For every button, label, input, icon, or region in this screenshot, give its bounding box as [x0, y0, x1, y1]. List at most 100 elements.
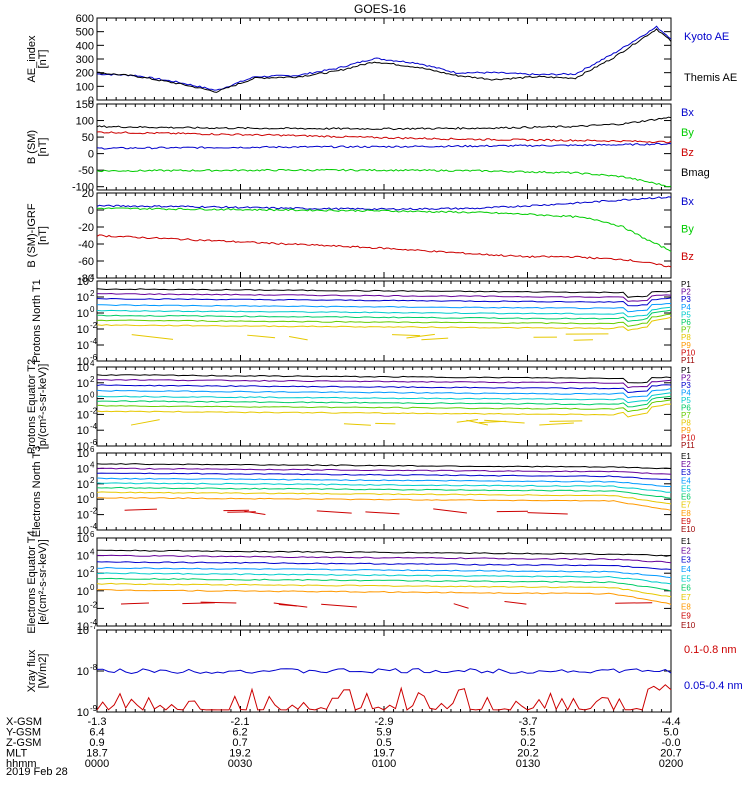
y-tick-exponent: 2 — [90, 565, 95, 574]
legend-entry: E4 — [681, 565, 691, 574]
chart-panel: B (SM)-IGRF [nT] -80 -60 -40 -20 0 20 Bx By Bz — [26, 188, 694, 285]
y-tick-exponent: -6 — [90, 438, 98, 447]
ephemeris-label: MLT — [6, 748, 27, 760]
sparse-segment — [539, 422, 574, 426]
y-tick-label: 10 — [77, 292, 89, 304]
ephemeris-value: 0030 — [228, 758, 252, 770]
ephemeris-label: Y-GSM — [6, 727, 41, 739]
legend-entry: P7 — [681, 411, 691, 420]
y-tick-exponent: 0 — [90, 305, 95, 314]
series-line — [96, 549, 672, 557]
legend-entry: E7 — [681, 593, 691, 602]
ephemeris-value: 6.2 — [232, 727, 247, 739]
sparse-segment — [131, 334, 174, 340]
sparse-segment — [478, 420, 507, 424]
legend-entry: P6 — [681, 318, 691, 327]
series-line — [96, 288, 672, 298]
y-tick-label: 100 — [76, 81, 94, 93]
y-tick-label: -60 — [78, 256, 94, 268]
legend-entry: E9 — [681, 612, 691, 621]
series-line — [96, 463, 672, 470]
sparse-segment — [130, 419, 160, 426]
sparse-segment — [456, 419, 479, 423]
sparse-segment — [392, 334, 421, 337]
ephemeris-value: 19.2 — [229, 748, 250, 760]
legend-entry: P5 — [681, 396, 691, 405]
y-tick-exponent: 4 — [90, 460, 95, 469]
y-axis-label: [p/(cm²-s-sr-keV)] — [37, 364, 49, 450]
y-tick-label: -40 — [78, 239, 94, 251]
series-line — [96, 316, 672, 331]
sparse-segment — [316, 510, 352, 514]
y-tick-label: 200 — [76, 68, 94, 80]
ephemeris-value: 18.7 — [86, 748, 107, 760]
sparse-segment — [527, 512, 568, 515]
y-tick-label: 400 — [76, 40, 94, 52]
y-tick-label: -100 — [72, 182, 94, 194]
legend-entry: Bmag — [681, 167, 710, 179]
y-tick-label: -50 — [78, 165, 94, 177]
sparse-segment — [406, 333, 435, 339]
y-tick-exponent: -4 — [90, 522, 98, 531]
ephemeris-value: -3.7 — [519, 716, 538, 728]
y-tick-label: 10 — [77, 340, 89, 352]
chart-panel: B (SM) [nT] -100 -50 0 50 100 150 Bx By Bz Bmag — [26, 99, 710, 194]
series-line — [96, 467, 672, 475]
legend-entry: E7 — [681, 501, 691, 510]
ephemeris-value: 20.2 — [517, 748, 538, 760]
y-axis-label: [nT] — [37, 138, 49, 157]
ephemeris-value: -2.9 — [375, 716, 394, 728]
legend-entry: P5 — [681, 310, 691, 319]
y-tick-label: 10 — [77, 568, 89, 580]
series-line — [96, 309, 672, 322]
y-tick-label: 600 — [76, 13, 94, 25]
legend-entry: Bx — [681, 196, 694, 208]
y-tick-label: 10 — [77, 510, 89, 522]
y-tick-exponent: -2 — [90, 321, 98, 330]
y-tick-label: 10 — [77, 378, 89, 390]
y-tick-label: 10 — [77, 586, 89, 598]
ephemeris-value: 0.7 — [232, 737, 247, 749]
y-tick-label: -20 — [78, 222, 94, 234]
sparse-segment — [200, 601, 237, 604]
y-tick-exponent: 2 — [90, 476, 95, 485]
sparse-segment — [182, 602, 215, 605]
ephemeris-value: 5.9 — [376, 727, 391, 739]
series-line — [96, 196, 672, 211]
series-line — [96, 116, 672, 131]
y-tick-exponent: 2 — [90, 289, 95, 298]
legend-entry: E3 — [681, 468, 691, 477]
legend-entry: P9 — [681, 426, 691, 435]
legend-entry: P9 — [681, 341, 691, 350]
legend-entry: E8 — [681, 509, 691, 518]
y-tick-label: 0 — [88, 149, 94, 161]
series-line — [97, 25, 672, 91]
series-line — [96, 374, 672, 384]
legend-entry: P11 — [681, 441, 695, 450]
series-line — [96, 234, 672, 268]
series-line — [96, 207, 672, 252]
legend-entry: E4 — [681, 476, 691, 485]
legend-entry: P1 — [681, 366, 691, 375]
series-line — [96, 561, 672, 570]
sparse-segment — [433, 508, 467, 514]
plot-title: GOES-16 — [354, 2, 406, 16]
y-tick-label: 150 — [76, 99, 94, 111]
ephemeris-value: 20.7 — [660, 748, 681, 760]
y-tick-label: 10 — [77, 525, 89, 537]
ephemeris-value: 19.7 — [373, 748, 394, 760]
ephemeris-value: 0.9 — [89, 737, 104, 749]
series-line — [96, 384, 672, 394]
legend-entry: P2 — [681, 288, 691, 297]
series-line — [96, 554, 672, 564]
y-axis-label: B (SM) — [26, 130, 38, 164]
y-tick-label: 10 — [77, 394, 89, 406]
y-axis-label: [nT] — [37, 226, 49, 245]
y-tick-exponent: -2 — [90, 406, 98, 415]
y-tick-label: 10 — [77, 463, 89, 475]
series-line — [97, 496, 672, 511]
y-tick-label: 10 — [77, 448, 89, 460]
